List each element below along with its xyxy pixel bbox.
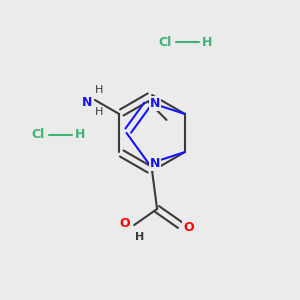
- Text: O: O: [119, 217, 130, 230]
- Text: N: N: [150, 157, 160, 170]
- Text: N: N: [82, 95, 92, 109]
- Text: H: H: [95, 85, 103, 95]
- Text: O: O: [183, 220, 194, 234]
- Text: Cl: Cl: [32, 128, 45, 142]
- Text: Cl: Cl: [158, 35, 172, 49]
- Text: H: H: [134, 232, 144, 242]
- Text: H: H: [202, 35, 212, 49]
- Text: N: N: [150, 97, 160, 110]
- Text: H: H: [95, 107, 103, 117]
- Text: H: H: [75, 128, 85, 142]
